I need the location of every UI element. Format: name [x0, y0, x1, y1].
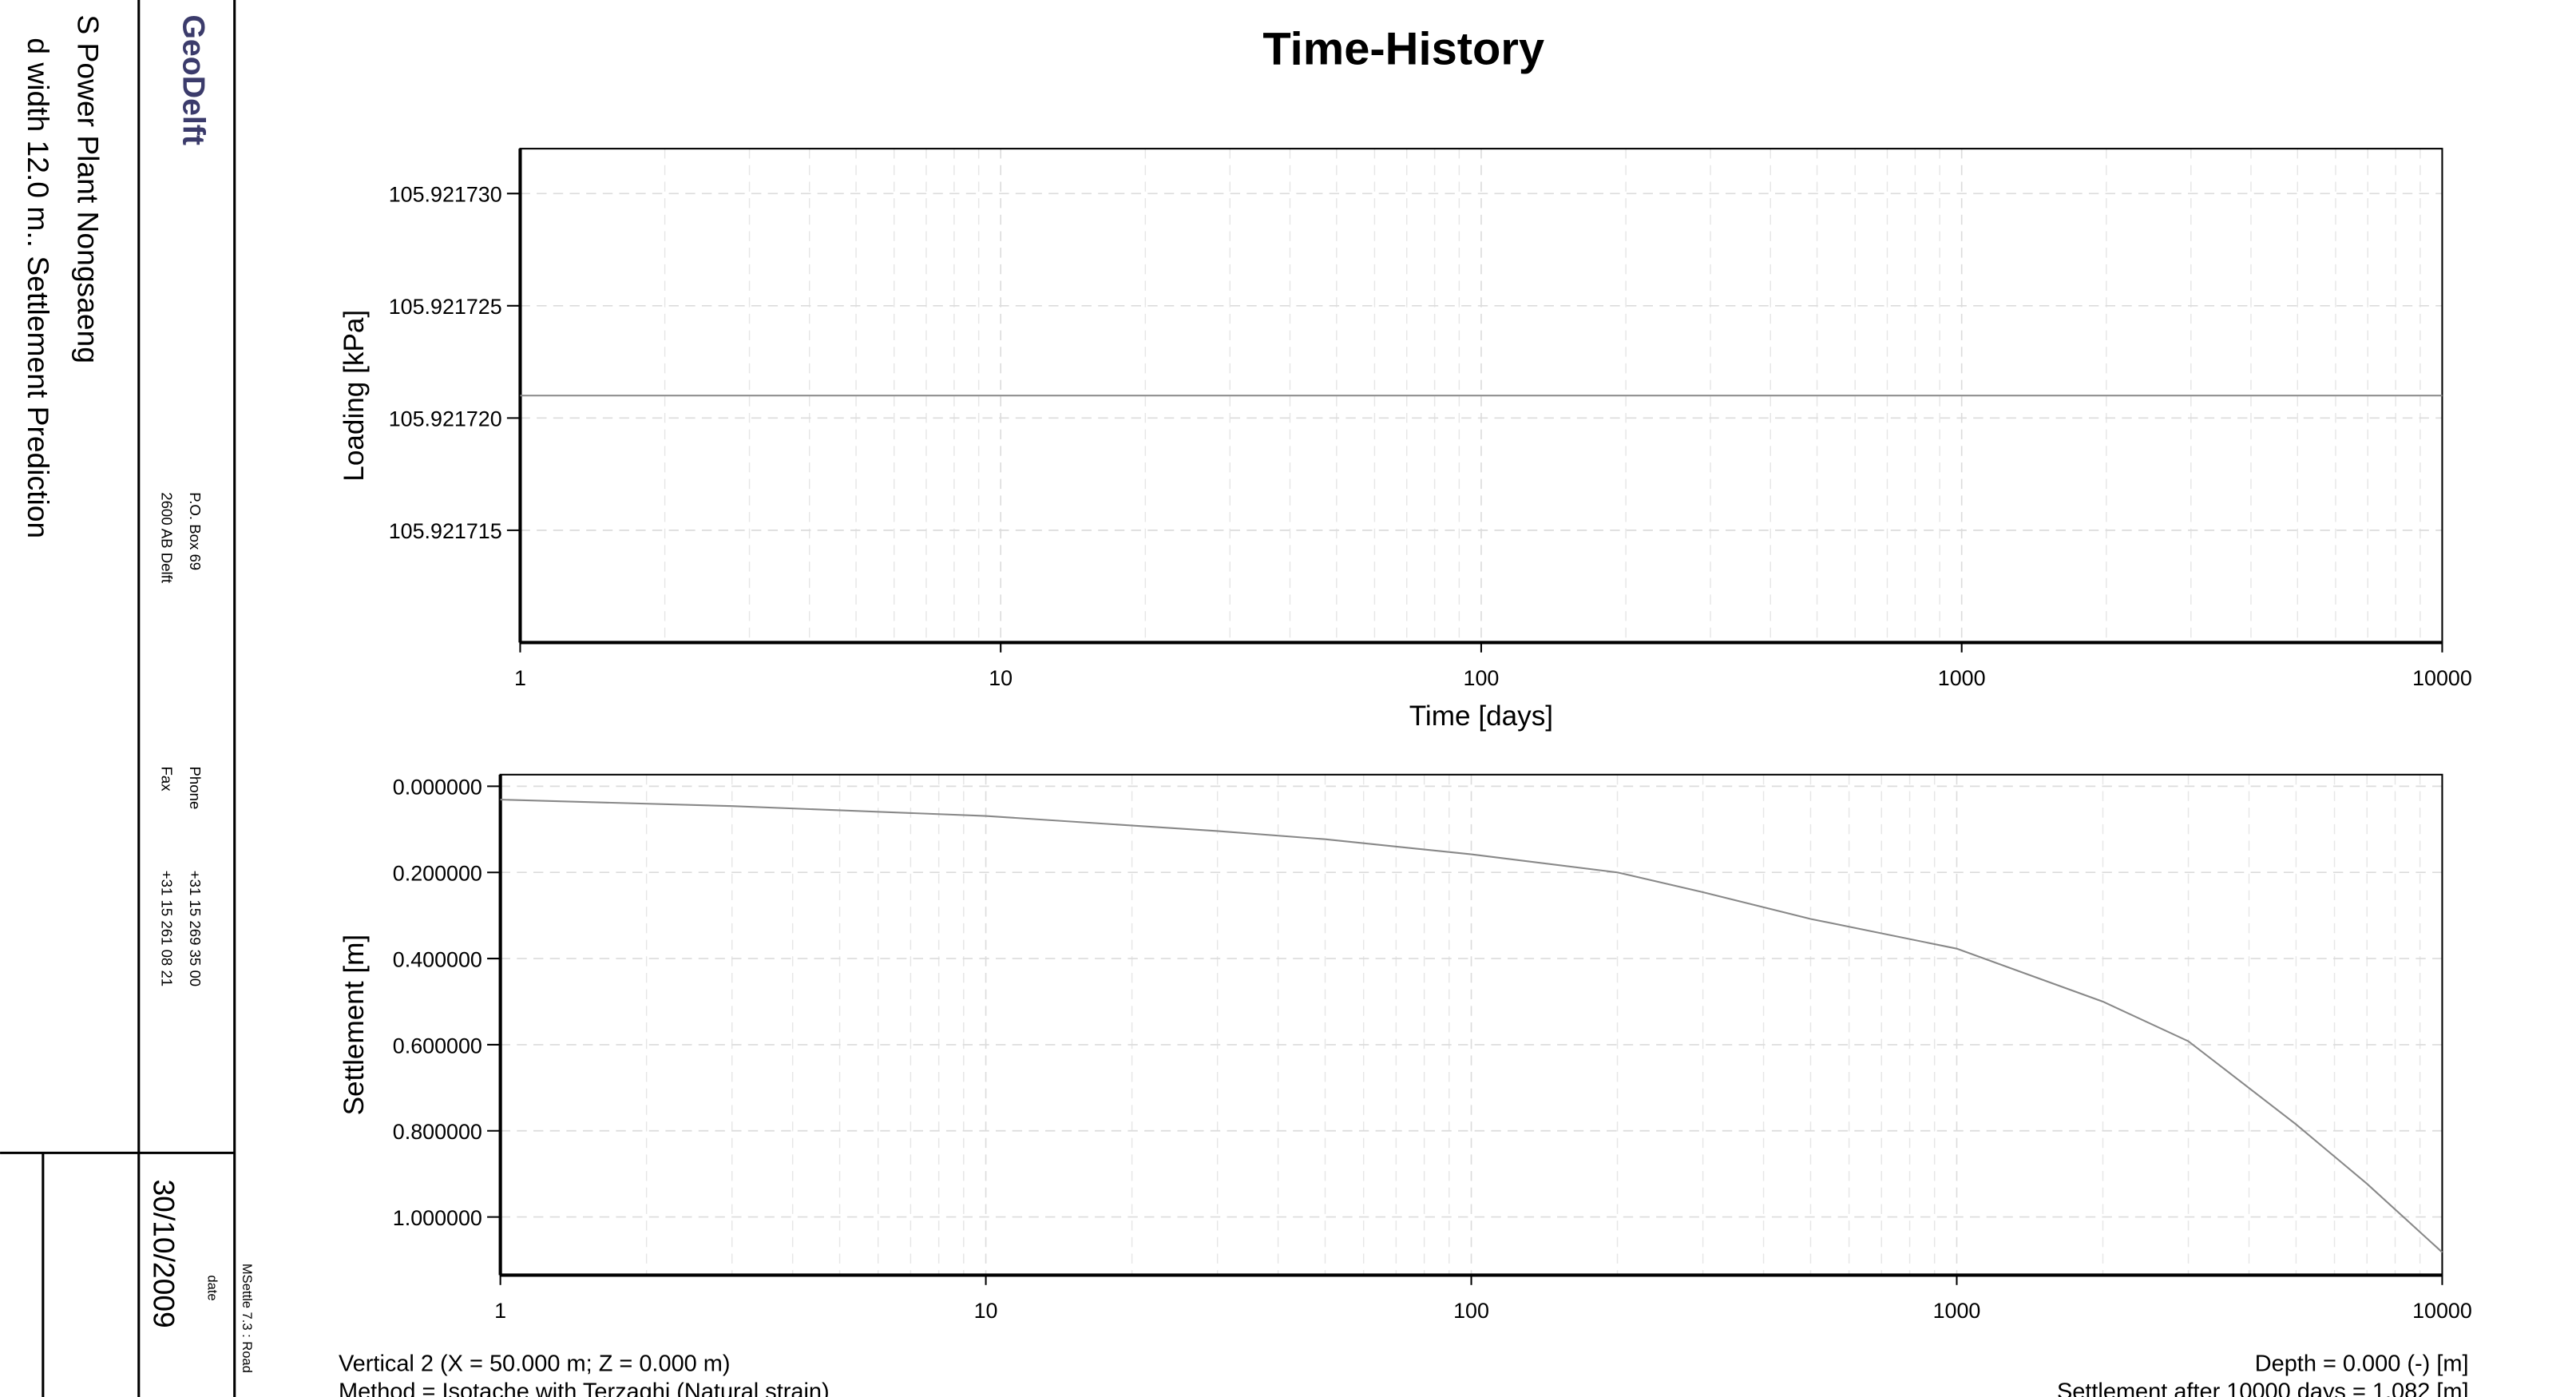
x-tick-label: 10000 [2412, 1299, 2472, 1323]
x-tick-label: 10 [974, 1299, 998, 1323]
x-tick-label: 10000 [2412, 666, 2472, 690]
y-tick-label: 105.921725 [389, 295, 502, 319]
y-tick-label: 0.600000 [393, 1034, 482, 1058]
data-line [500, 799, 2443, 1253]
address: P.O. Box 69 [187, 492, 204, 570]
y-axis-label: Settlement [m] [339, 935, 370, 1116]
page-title: Time-History [1262, 24, 1544, 75]
y-tick-label: 105.921730 [389, 183, 502, 207]
phone: +31 15 269 35 00 [187, 871, 204, 986]
y-tick-label: 0.000000 [393, 776, 482, 800]
x-tick-label: 1000 [1938, 666, 1986, 690]
project: S Power Plant Nongsaeng [71, 14, 105, 363]
x-tick-label: 100 [1453, 1299, 1489, 1323]
y-axis-label: Loading [kPa] [339, 310, 370, 482]
date-label: date [205, 1275, 220, 1300]
phone-label: Phone [187, 766, 204, 809]
program: MSettle 7.3 : Road [240, 1264, 255, 1373]
y-tick-label: 0.200000 [393, 862, 482, 886]
y-tick-label: 105.921720 [389, 407, 502, 431]
x-axis-label: Time [days] [1409, 700, 1553, 732]
fax: +31 15 261 08 21 [159, 871, 176, 986]
footer-text: Method = Isotache with Terzaghi (Natural… [339, 1379, 830, 1397]
y-tick-label: 1.000000 [393, 1206, 482, 1230]
y-tick-label: 105.921715 [389, 519, 502, 543]
company-logo: GeoDelft [176, 14, 212, 145]
footer-text: Settlement after 10000 days = 1.082 [m] [2057, 1379, 2469, 1397]
footer-text: Vertical 2 (X = 50.000 m; Z = 0.000 m) [339, 1351, 731, 1376]
date: 30/10/2009 [147, 1179, 180, 1328]
footer-text: Depth = 0.000 (-) [m] [2255, 1351, 2469, 1376]
address: 2600 AB Delft [159, 492, 176, 584]
x-tick-label: 100 [1464, 666, 1500, 690]
x-tick-label: 1000 [1933, 1299, 1981, 1323]
x-tick-label: 1 [514, 666, 526, 690]
y-tick-label: 0.400000 [393, 947, 482, 971]
x-tick-label: 1 [494, 1299, 506, 1323]
fax-label: Fax [159, 766, 176, 792]
x-tick-label: 10 [989, 666, 1013, 690]
subject: d width 12.0 m.. Settlement Prediction [22, 38, 55, 538]
y-tick-label: 0.800000 [393, 1120, 482, 1144]
